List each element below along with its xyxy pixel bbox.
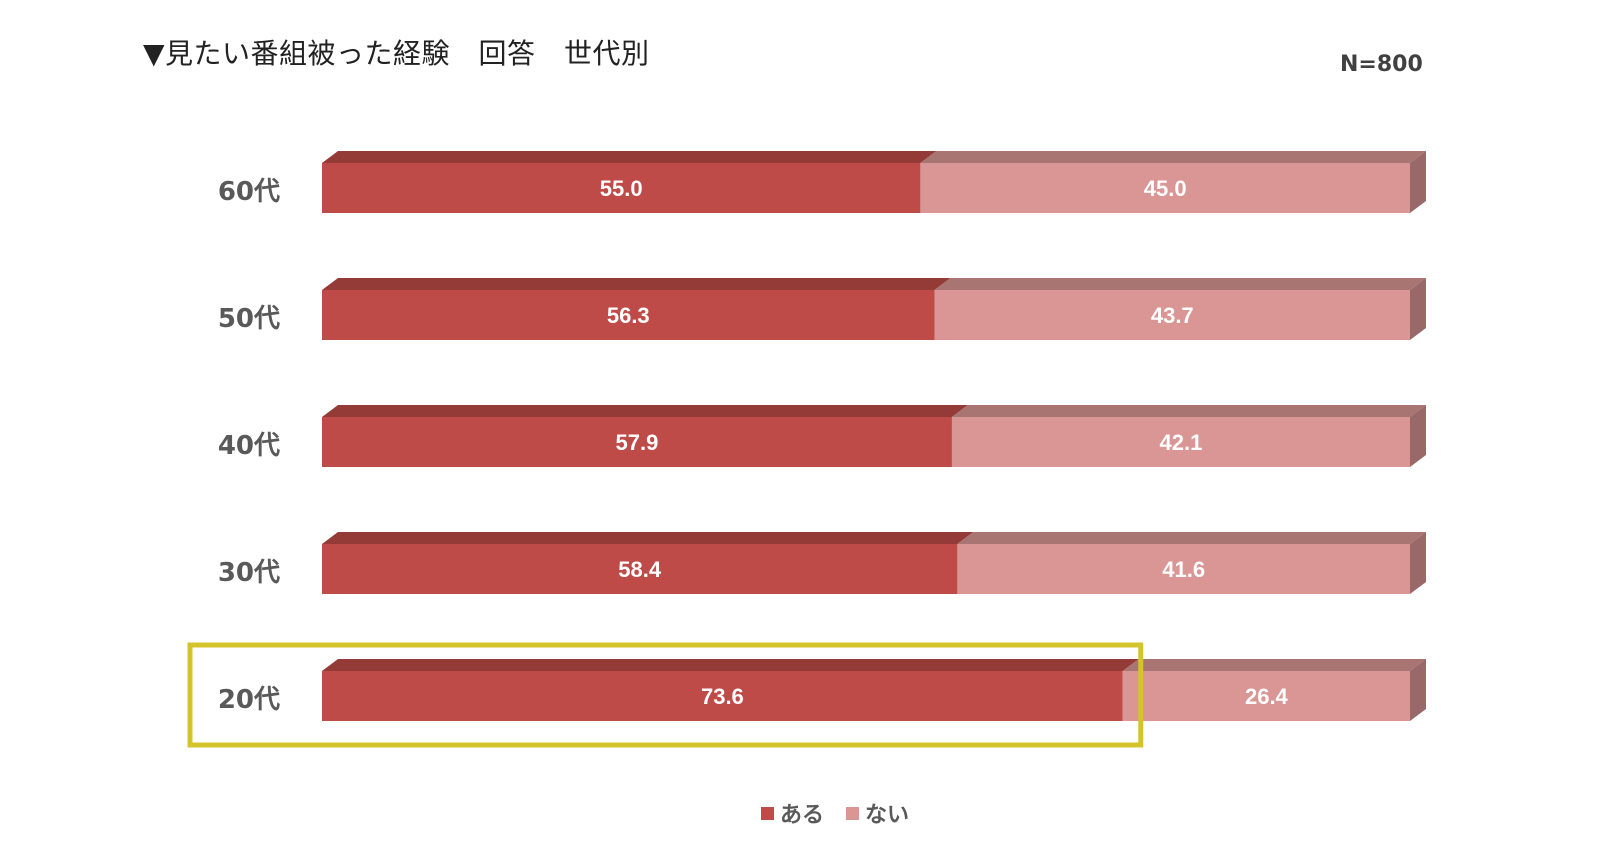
bar-side-face-0 [1410,151,1426,213]
bar-side-face-2 [1410,405,1426,467]
legend: ある ない [0,797,1618,829]
legend-item-aru: ある [760,797,824,829]
legend-label-nai: ない [865,803,910,828]
legend-swatch-nai [846,806,859,820]
data-label-1-4: 26.4 [1245,684,1289,709]
bar-side-face-4 [1410,659,1426,721]
bar-top-face-0-1 [322,278,951,290]
bar-segment-1-0 [920,163,1410,213]
bar-top-face-1-3 [957,532,1426,544]
legend-swatch-aru [760,806,774,820]
data-label-1-2: 42.1 [1160,430,1203,455]
bar-top-face-0-0 [322,151,937,163]
bar-top-face-0-4 [322,659,1139,671]
bar-segment-1-4 [1122,671,1410,721]
bar-segment-0-1 [322,290,935,340]
chart-title: ▼見たい番組被った経験 回答 世代別 [143,37,650,70]
category-label-0: 60代 [218,177,280,207]
data-label-0-0: 55.0 [600,176,643,201]
bar-top-face-1-0 [920,151,1426,163]
highlight-box [187,642,1144,748]
data-label-0-2: 57.9 [616,430,659,455]
sample-size-label: N=800 [1340,52,1423,77]
category-label-2: 40代 [218,431,280,461]
category-label-1: 50代 [218,304,280,334]
legend-label-aru: ある [779,803,824,828]
bar-segment-0-0 [322,163,921,213]
bar-top-face-1-4 [1122,659,1426,671]
bar-segment-0-3 [322,544,958,594]
category-label-4: 20代 [218,685,280,715]
bar-segment-1-1 [934,290,1410,340]
data-label-1-3: 41.6 [1162,557,1205,582]
bar-segment-0-2 [322,417,952,467]
data-label-0-3: 58.4 [618,557,662,582]
bar-side-face-1 [1410,278,1426,340]
bar-segment-0-4 [322,671,1123,721]
data-label-1-0: 45.0 [1144,176,1187,201]
category-label-3: 30代 [218,558,280,588]
bar-top-face-1-2 [951,405,1426,417]
bar-segment-1-2 [951,417,1410,467]
data-label-1-1: 43.7 [1151,303,1194,328]
data-label-0-1: 56.3 [607,303,650,328]
data-label-0-4: 73.6 [701,684,744,709]
legend-item-nai: ない [846,797,909,829]
bar-segment-1-3 [957,544,1410,594]
bar-top-face-0-3 [322,532,974,544]
bar-side-face-3 [1410,532,1426,594]
bar-top-face-0-2 [322,405,968,417]
bar-top-face-1-1 [934,278,1426,290]
